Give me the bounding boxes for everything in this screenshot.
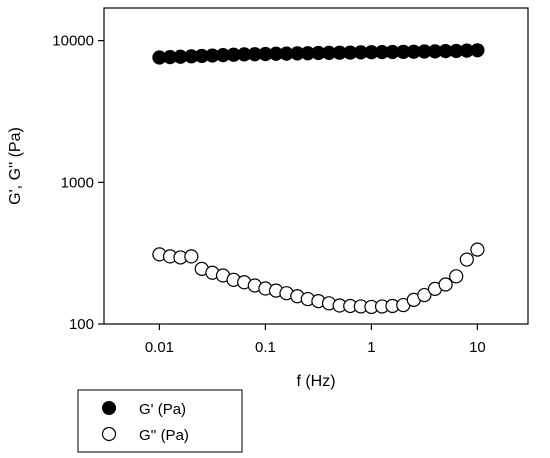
y-tick-label: 1000: [61, 174, 94, 191]
g-double-prime-point: [438, 277, 453, 292]
y-axis: 100 1000 10000: [52, 33, 104, 333]
x-tick-label: 0.01: [145, 339, 174, 356]
legend-marker-g-prime: [102, 401, 116, 415]
x-axis: 0.01 0.1 1 10: [145, 324, 486, 356]
g-prime-point: [470, 43, 485, 58]
g-double-prime-point: [417, 287, 432, 303]
x-tick-label: 10: [469, 339, 486, 356]
legend: G' (Pa) G'' (Pa): [77, 389, 243, 453]
legend-marker-g-double-prime: [101, 426, 117, 442]
legend-label-g-double-prime: G'' (Pa): [139, 427, 189, 444]
plot-frame: [103, 7, 529, 325]
x-tick-label: 1: [367, 339, 375, 356]
g-double-prime-point: [449, 269, 464, 284]
g-double-prime-point: [470, 242, 485, 257]
series-g-prime: [152, 43, 485, 65]
y-tick-label: 10000: [52, 33, 94, 50]
legend-box: [77, 389, 243, 453]
legend-label-g-prime: G' (Pa): [139, 401, 186, 418]
y-axis-label: G', G'' (Pa): [7, 127, 24, 205]
x-tick-label: 0.1: [255, 339, 276, 356]
g-double-prime-point: [184, 249, 199, 264]
series-g-double-prime: [152, 242, 485, 315]
g-double-prime-point: [459, 252, 474, 267]
y-tick-label: 100: [69, 316, 94, 333]
x-axis-label: f (Hz): [296, 373, 335, 390]
